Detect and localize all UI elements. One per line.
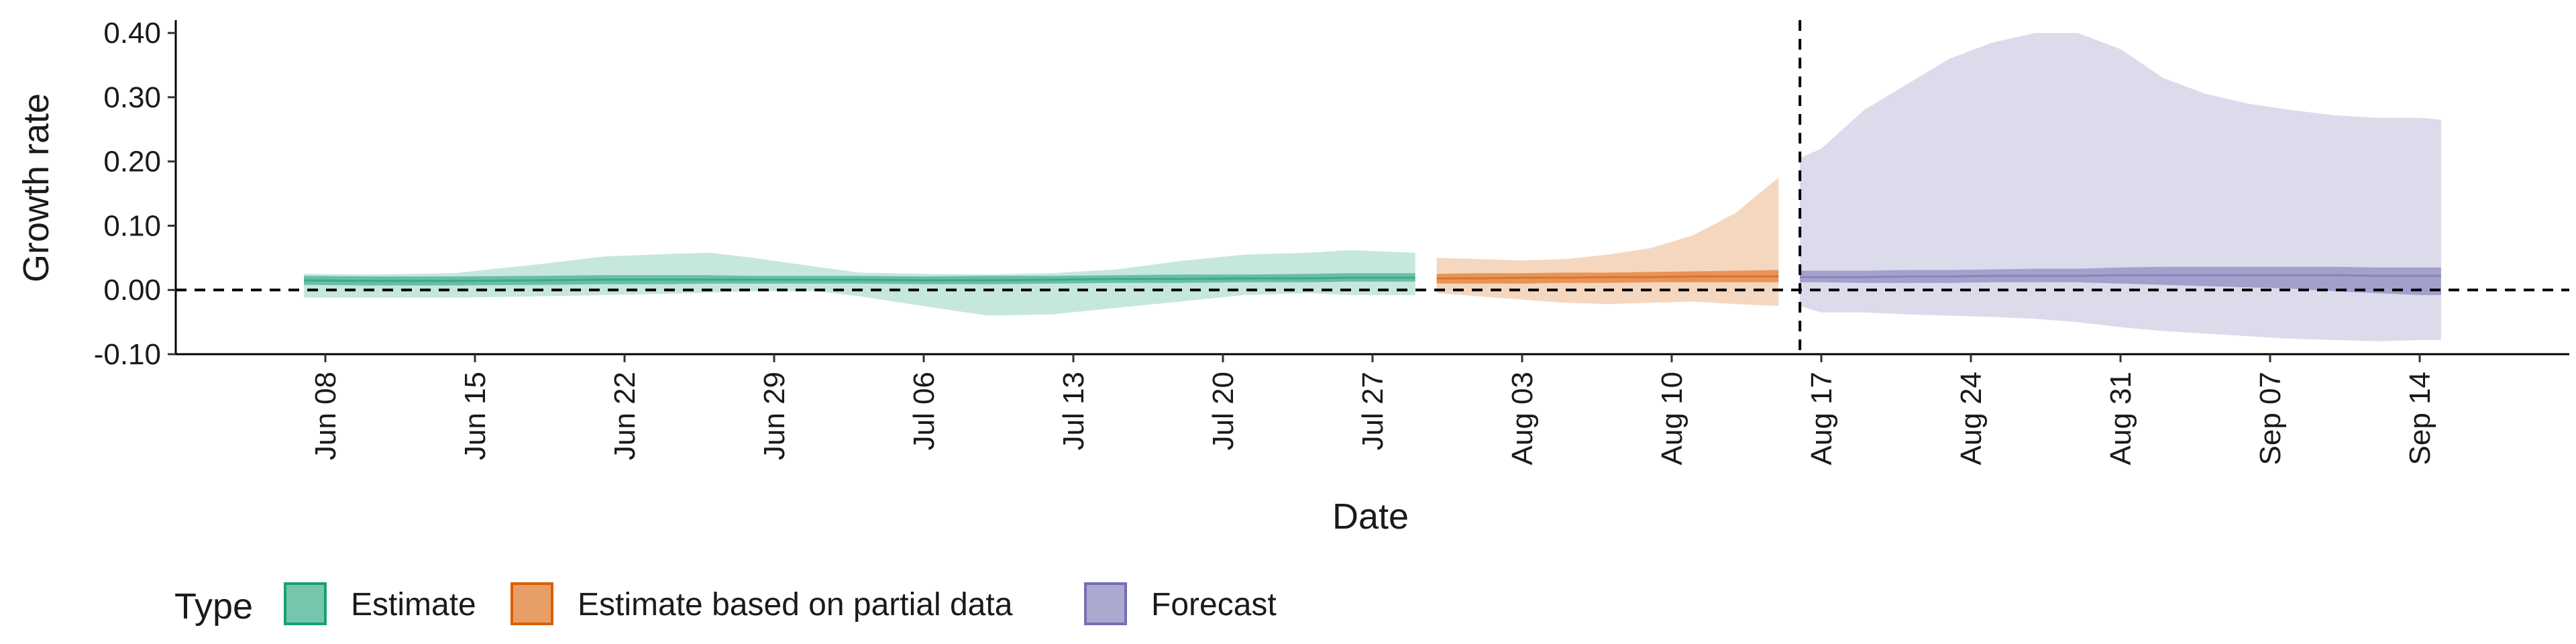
y-tick-label: -0.10: [94, 338, 161, 371]
reference-lines: [176, 20, 2569, 354]
x-tick-label: Sep 14: [2404, 372, 2436, 465]
legend-swatch-0: [284, 582, 327, 625]
legend-label-0: Estimate: [351, 587, 476, 623]
x-tick-label: Aug 24: [1955, 372, 1988, 465]
legend-label-2: Forecast: [1151, 587, 1277, 623]
x-tick-label: Jul 20: [1207, 372, 1240, 450]
y-tick-label: 0.00: [103, 274, 161, 307]
legend: Type Estimate Estimate based on partial d…: [174, 582, 1277, 627]
x-tick-label: Jun 22: [608, 372, 641, 460]
y-tick-label: 0.20: [103, 146, 161, 178]
x-tick-label: Jul 06: [908, 372, 941, 450]
chart-axes: -0.10 0.00 0.10 0.20 0.30 0.40 Jun 08 Jun 15 Jun…: [94, 17, 2569, 465]
x-tick-label: Jul 13: [1057, 372, 1090, 450]
x-tick-label: Jun 15: [459, 372, 492, 460]
x-tick-label: Jul 27: [1356, 372, 1389, 450]
series-2-outer-band: [1800, 33, 2441, 341]
y-axis-title: Growth rate: [16, 93, 56, 282]
legend-swatch-1: [511, 582, 553, 625]
x-tick-label: Jun 29: [758, 372, 791, 460]
x-tick-label: Jun 08: [309, 372, 342, 460]
x-tick-label: Aug 31: [2104, 372, 2137, 465]
chart-bands: [304, 33, 2441, 341]
x-tick-label: Aug 10: [1656, 372, 1688, 465]
x-axis-title: Date: [1332, 496, 1409, 537]
legend-items: Estimate Estimate based on partial data Fo…: [284, 582, 1277, 625]
series-2-median-line: [1800, 274, 2441, 278]
series-1-outer-band: [1436, 177, 1779, 307]
y-tick-label: 0.40: [103, 17, 161, 50]
series-2-inner-band: [1800, 266, 2441, 295]
y-tick-label: 0.30: [103, 81, 161, 114]
series-1-median-line: [1436, 275, 1779, 280]
x-tick-label: Sep 07: [2254, 372, 2287, 465]
legend-title: Type: [174, 586, 253, 627]
x-tick-label: Aug 17: [1805, 372, 1838, 465]
legend-label-1: Estimate based on partial data: [578, 587, 1013, 623]
legend-swatch-2: [1084, 582, 1127, 625]
series-0-median-line: [304, 276, 1415, 282]
x-tick-label: Aug 03: [1506, 372, 1539, 465]
y-tick-label: 0.10: [103, 209, 161, 242]
